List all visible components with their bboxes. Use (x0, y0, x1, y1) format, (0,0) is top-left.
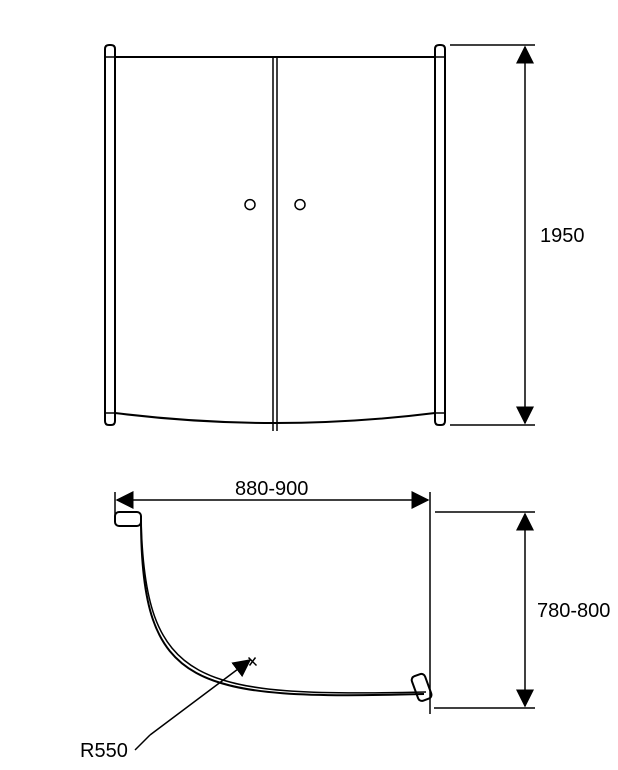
depth-dimension-label: 780-800 (537, 600, 610, 623)
technical-drawing-canvas (0, 0, 618, 770)
radius-dimension-label: R550 (80, 740, 128, 763)
height-dimension-label: 1950 (540, 225, 585, 248)
width-dimension-label: 880-900 (235, 478, 308, 501)
